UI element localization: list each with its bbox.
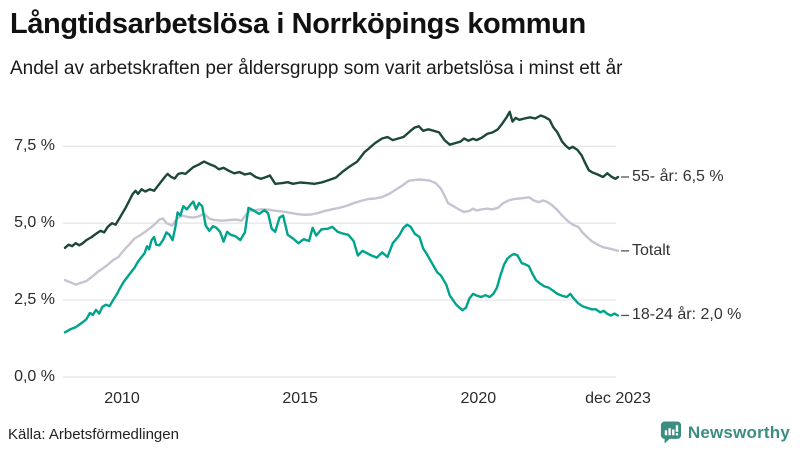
- x-tick-label: 2010: [104, 390, 140, 407]
- brand-logo: Newsworthy: [660, 421, 790, 444]
- y-tick-label: 0,0 %: [14, 368, 55, 385]
- y-tick-label: 5,0 %: [14, 214, 55, 232]
- x-tick-label: 2020: [460, 390, 497, 407]
- page-title: Långtidsarbetslösa i Norrköpings kommun: [10, 8, 586, 40]
- x-tick-label: dec 2023: [585, 390, 651, 407]
- y-tick-label: 7,5 %: [14, 137, 55, 155]
- newsworthy-bubble-chart-icon: [660, 421, 681, 444]
- series-line-18-24-ar: [63, 200, 620, 334]
- page-subtitle: Andel av arbetskraften per åldersgrupp s…: [10, 58, 623, 79]
- brand-name: Newsworthy: [687, 422, 790, 442]
- series-label-totalt: Totalt: [632, 241, 671, 259]
- series-line-55-ar: [63, 110, 620, 250]
- x-tick-label: 2015: [282, 390, 318, 407]
- y-tick-label: 2,5 %: [14, 291, 55, 309]
- source-note: Källa: Arbetsförmedlingen: [8, 426, 179, 443]
- series-label-18-24-ar: 18-24 år: 2,0 %: [632, 306, 742, 324]
- series-label-55-ar: 55- år: 6,5 %: [632, 167, 724, 185]
- series-line-totalt: [63, 178, 620, 286]
